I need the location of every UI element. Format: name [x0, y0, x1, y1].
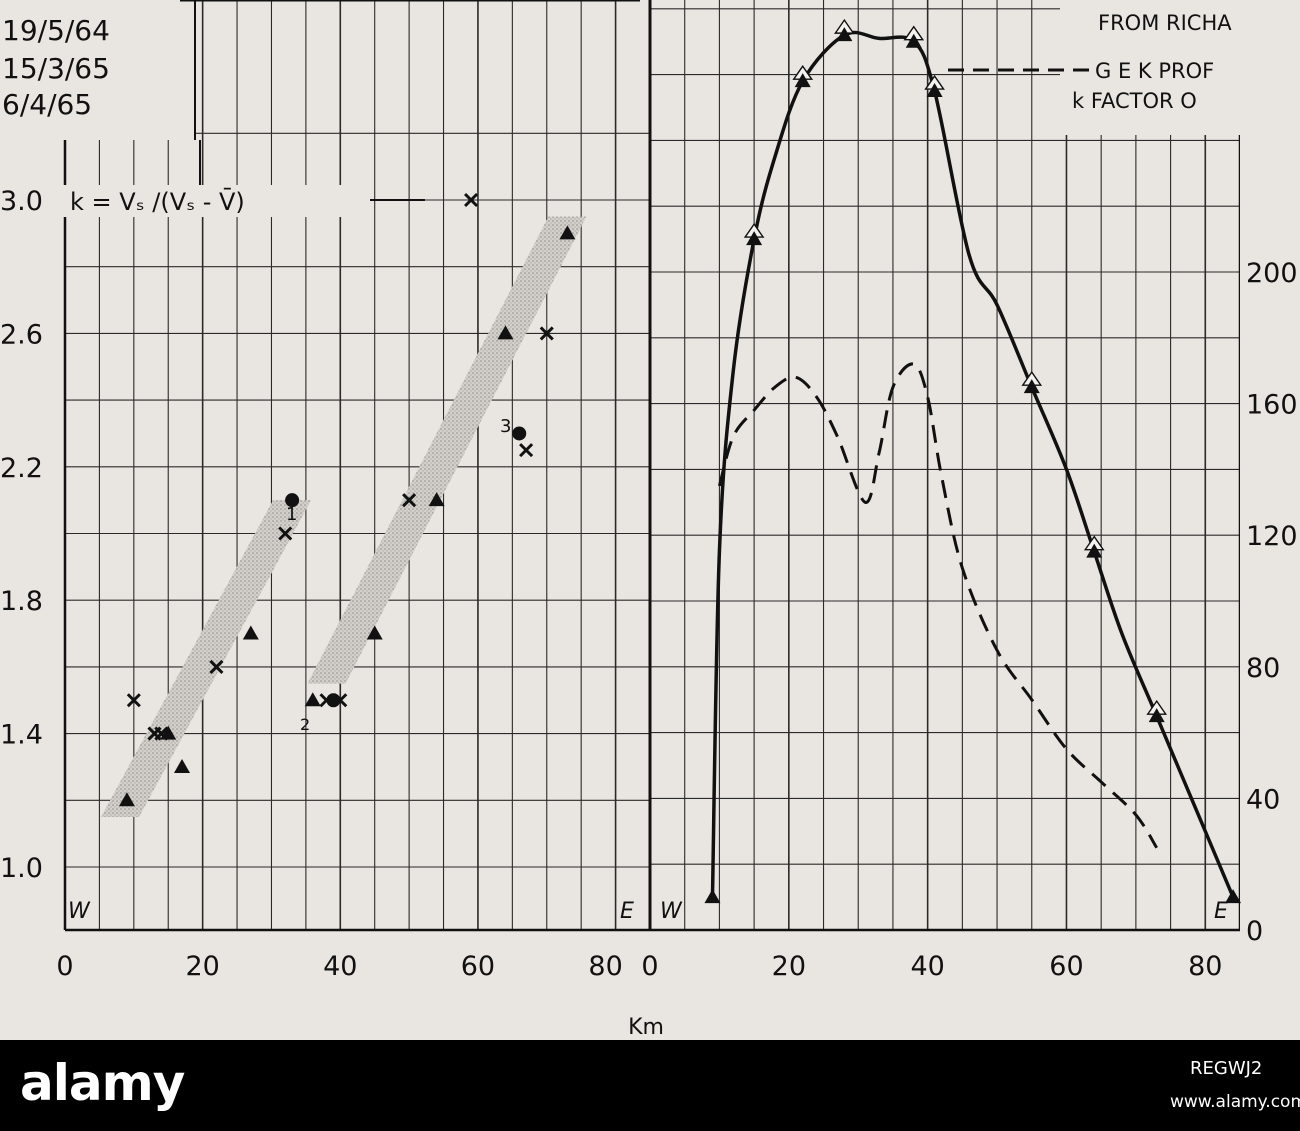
- left-y-tick-label: 1.0: [0, 853, 43, 884]
- x-marker: [278, 526, 293, 541]
- right-x-tick-label: 40: [910, 951, 944, 982]
- grid-layer: [64, 0, 1241, 931]
- left-x-tick-label: 0: [56, 951, 73, 982]
- band-layer: [101, 216, 587, 817]
- solid-triangle-marker: [1225, 889, 1242, 904]
- solid-triangle-marker: [836, 27, 853, 42]
- date-label-3: 6/4/65: [2, 88, 92, 121]
- legend-bg: [1060, 0, 1300, 135]
- left-y-tick-label: 1.8: [0, 586, 43, 617]
- solid-triangle-marker: [1023, 379, 1040, 394]
- chart-svg: 0 0 20 20 40 40 60 60 80 80 1.0 1.4 1.8 2.2 2.6 3.0 0 40 8…: [0, 0, 1300, 1040]
- stipple-band: [101, 500, 312, 817]
- left-y-tick-label: 2.2: [0, 453, 43, 484]
- solid-triangle-marker: [1148, 708, 1165, 723]
- figure: 0 0 20 20 40 40 60 60 80 80 1.0 1.4 1.8 2.2 2.6 3.0 0 40 8…: [0, 0, 1300, 1040]
- date-label-1: 19/5/64: [2, 14, 110, 47]
- right-y-tick-label: 200: [1246, 258, 1298, 289]
- right-west-label: W: [660, 899, 683, 924]
- right-y-tick-label: 120: [1246, 521, 1298, 552]
- right-x-tick-label: 0: [641, 951, 658, 982]
- watermark-image-id: REGWJ2: [1190, 1058, 1263, 1079]
- dashed-series-line: [717, 362, 1158, 849]
- x-marker: [209, 659, 224, 674]
- x-axis-title: Km: [628, 1015, 664, 1040]
- formula-label: k = Vₛ /(Vₛ - V̄): [70, 187, 245, 216]
- right-east-label: E: [1214, 899, 1228, 924]
- right-x-tick-label: 20: [772, 951, 806, 982]
- x-marker: [463, 192, 479, 208]
- left-y-tick-label: 2.6: [0, 319, 43, 350]
- right-x-tick-label: 80: [1188, 951, 1222, 982]
- triangle-marker: [118, 792, 135, 807]
- legend-dashed-label: G E K PROF: [1095, 59, 1214, 83]
- axis-layer: 0 0 20 20 40 40 60 60 80 80 1.0 1.4 1.8 2.2 2.6 3.0 0 40 8…: [0, 0, 1300, 982]
- x-marker: [519, 443, 534, 458]
- right-x-tick-label: 60: [1049, 951, 1083, 982]
- right-tick-bg: [1240, 135, 1300, 930]
- x-marker: [539, 326, 554, 341]
- triangle-marker: [174, 758, 190, 773]
- left-x-tick-label: 20: [185, 951, 219, 982]
- right-y-tick-label: 80: [1246, 653, 1280, 684]
- left-west-label: W: [68, 899, 91, 924]
- left-x-tick-label: 60: [461, 951, 495, 982]
- solid-triangle-marker: [704, 889, 721, 904]
- left-east-label: E: [620, 899, 634, 924]
- watermark-strip: alamy REGWJ2 www.alamy.com: [0, 1040, 1300, 1131]
- dot-marker: [512, 426, 527, 441]
- watermark-logo: alamy: [20, 1054, 185, 1112]
- solid-triangle-marker: [794, 73, 811, 88]
- line-layer: [710, 30, 1235, 898]
- right-y-tick-label: 160: [1246, 390, 1298, 421]
- mark-layer: [118, 18, 1242, 904]
- triangle-marker: [559, 225, 576, 240]
- right-y-tick-label: 0: [1246, 916, 1263, 947]
- x-marker: [126, 693, 141, 708]
- solid-series-line: [710, 30, 1235, 898]
- point-label-3: 3: [500, 416, 511, 437]
- legend-k-label: k FACTOR O: [1072, 89, 1197, 113]
- left-x-tick-label: 80: [588, 951, 622, 982]
- point-label-1: 1: [286, 504, 297, 525]
- triangle-marker: [428, 492, 445, 507]
- solid-triangle-marker: [905, 33, 922, 48]
- triangle-marker: [497, 325, 514, 340]
- solid-triangle-marker: [746, 231, 763, 246]
- left-y-tick-label: 3.0: [0, 186, 43, 217]
- watermark-site: www.alamy.com: [1170, 1092, 1300, 1112]
- triangle-marker: [304, 692, 321, 707]
- triangle-marker: [366, 625, 383, 640]
- date-box-bg: [0, 0, 195, 140]
- formula-bg: [60, 185, 370, 217]
- solid-triangle-marker: [1086, 543, 1103, 558]
- dot-marker: [285, 493, 300, 508]
- legend-solid-label: FROM RICHA: [1098, 11, 1232, 35]
- triangle-marker: [160, 725, 177, 740]
- date-label-2: 15/3/65: [2, 52, 110, 85]
- point-label-2: 2: [300, 715, 310, 734]
- stipple-band: [307, 216, 587, 684]
- right-y-tick-label: 40: [1246, 784, 1280, 815]
- solid-triangle-marker: [926, 83, 943, 98]
- dot-marker: [326, 693, 341, 708]
- triangle-marker: [242, 625, 259, 640]
- left-x-tick-label: 40: [323, 951, 357, 982]
- x-marker: [402, 493, 417, 508]
- left-y-tick-label: 1.4: [0, 720, 43, 751]
